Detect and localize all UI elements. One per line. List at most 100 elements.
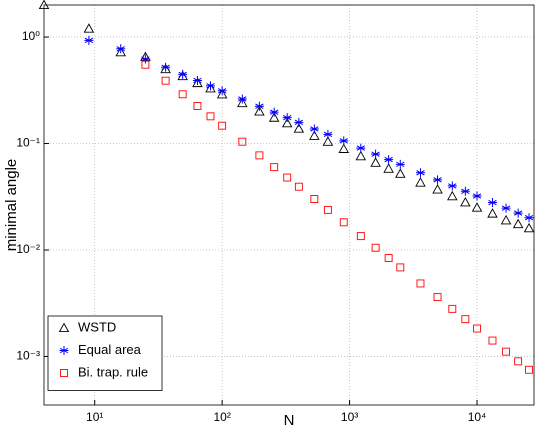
square-marker	[339, 218, 348, 227]
x-tick-label: 10²	[213, 410, 230, 424]
asterisk-marker	[415, 168, 425, 178]
triangle-marker	[415, 177, 426, 187]
asterisk-marker	[433, 175, 443, 185]
asterisk-marker	[178, 69, 188, 79]
series	[141, 60, 533, 374]
square-marker	[488, 336, 497, 345]
triangle-marker	[205, 82, 216, 93]
square-marker	[461, 315, 470, 324]
square-marker	[396, 263, 405, 272]
asterisk-marker	[356, 143, 366, 153]
legend-label: Bi. trap. rule	[78, 364, 148, 379]
square-marker	[294, 182, 303, 191]
triangle-marker	[192, 77, 203, 88]
asterisk-marker	[384, 155, 394, 165]
y-tick-label: 10⁻³	[16, 349, 40, 363]
triangle-marker	[83, 23, 95, 33]
square-marker	[371, 243, 380, 252]
legend-label: Equal area	[78, 342, 142, 357]
triangle-marker	[281, 117, 293, 128]
triangle-marker	[309, 130, 320, 140]
square-marker	[283, 173, 292, 182]
asterisk-marker	[84, 35, 94, 45]
legend-marker	[58, 322, 70, 333]
triangle-marker	[237, 97, 248, 108]
triangle-marker	[383, 163, 394, 173]
square-marker	[473, 324, 481, 333]
square-marker	[310, 195, 319, 203]
triangle-marker	[216, 88, 228, 99]
asterisk-marker	[339, 136, 349, 146]
square-marker	[270, 163, 279, 172]
asterisk-marker	[140, 54, 150, 64]
asterisk-marker	[447, 181, 457, 191]
asterisk-marker	[309, 124, 319, 134]
square-marker	[178, 90, 187, 99]
legend-marker	[59, 346, 69, 355]
asterisk-marker	[524, 213, 534, 223]
triangle-marker	[338, 143, 350, 153]
triangle-marker	[370, 157, 381, 167]
y-axis-label: minimal angle	[3, 159, 20, 252]
asterisk-marker	[472, 191, 482, 201]
triangle-marker	[38, 0, 50, 10]
triangle-marker	[500, 214, 512, 225]
axes-box	[43, 4, 535, 406]
triangle-marker	[115, 46, 126, 57]
series	[84, 35, 534, 223]
square-marker	[238, 137, 247, 146]
square-marker	[218, 121, 227, 130]
square-marker	[448, 304, 457, 313]
y-tick-label: 10⁻¹	[16, 136, 40, 150]
triangle-marker	[432, 184, 443, 194]
square-marker	[433, 293, 442, 302]
x-tick-label: 10⁴	[468, 410, 487, 424]
square-marker	[416, 279, 425, 288]
asterisk-marker	[237, 94, 247, 104]
x-tick-label: 10³	[341, 410, 358, 424]
asterisk-marker	[460, 186, 470, 196]
asterisk-marker	[513, 208, 523, 218]
square-marker	[323, 205, 332, 214]
triangle-marker	[355, 150, 367, 161]
asterisk-marker	[161, 62, 171, 72]
square-marker	[514, 357, 523, 366]
triangle-marker	[471, 202, 483, 212]
triangle-marker	[322, 136, 334, 146]
triangle-marker	[395, 168, 406, 178]
asterisk-marker	[323, 129, 333, 139]
triangle-marker	[447, 190, 458, 201]
square-marker	[255, 151, 264, 160]
legend-marker	[60, 369, 68, 377]
asterisk-marker	[282, 113, 292, 123]
triangle-marker	[254, 106, 265, 116]
asterisk-marker	[116, 44, 126, 54]
triangle-marker	[293, 123, 305, 133]
y-tick-label: 10⁰	[22, 29, 40, 43]
square-marker	[384, 254, 393, 263]
square-marker	[141, 60, 150, 69]
square-marker	[193, 102, 202, 110]
asterisk-marker	[269, 107, 279, 117]
asterisk-marker	[294, 117, 304, 127]
square-marker	[502, 347, 511, 356]
triangle-marker	[523, 222, 535, 233]
asterisk-marker	[205, 81, 215, 91]
triangle-marker	[268, 112, 280, 122]
x-axis-label: N	[284, 412, 295, 429]
square-marker	[356, 232, 365, 241]
asterisk-marker	[254, 101, 264, 111]
legend-label: WSTD	[78, 319, 116, 334]
triangle-marker	[512, 218, 524, 229]
asterisk-marker	[501, 203, 511, 213]
asterisk-marker	[217, 86, 227, 96]
triangle-marker	[487, 208, 498, 218]
square-marker	[525, 365, 533, 374]
asterisk-marker	[371, 149, 381, 159]
triangle-marker	[460, 196, 471, 207]
square-marker	[206, 112, 215, 121]
y-tick-label: 10⁻²	[16, 242, 40, 256]
asterisk-marker	[192, 75, 202, 85]
square-marker	[161, 76, 170, 85]
